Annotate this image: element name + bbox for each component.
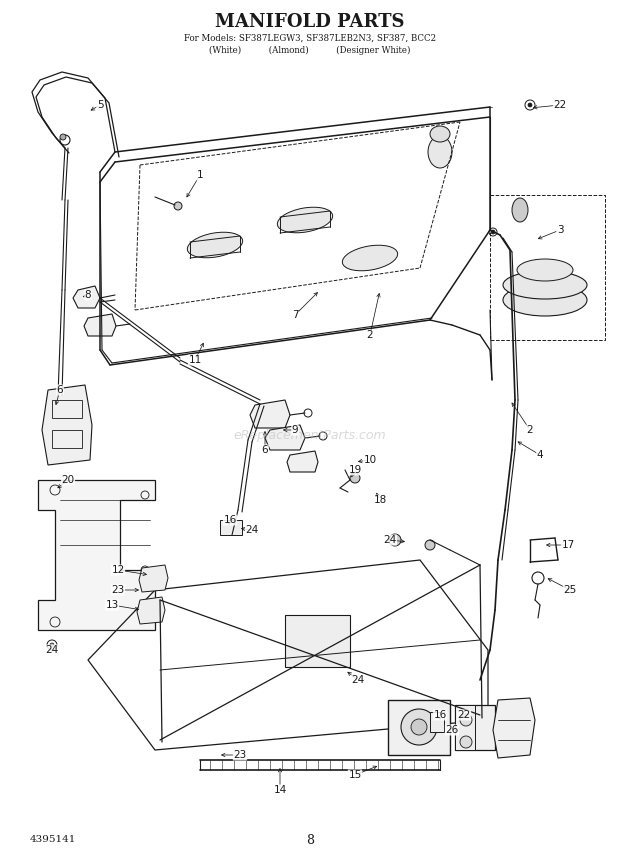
Text: 22: 22 (458, 710, 471, 720)
Ellipse shape (512, 198, 528, 222)
Polygon shape (265, 425, 305, 450)
Polygon shape (139, 565, 168, 592)
Circle shape (491, 230, 495, 234)
Polygon shape (287, 451, 318, 472)
Text: 19: 19 (348, 465, 361, 475)
Text: 5: 5 (97, 100, 104, 110)
Text: 9: 9 (291, 425, 298, 435)
Bar (490, 195, 605, 340)
Polygon shape (84, 314, 116, 336)
Text: MANIFOLD PARTS: MANIFOLD PARTS (215, 13, 405, 31)
Bar (455, 705, 475, 750)
Polygon shape (137, 597, 165, 624)
Circle shape (50, 643, 54, 647)
Ellipse shape (277, 207, 333, 233)
Text: 16: 16 (433, 710, 446, 720)
Text: 10: 10 (363, 455, 376, 465)
Polygon shape (493, 698, 535, 758)
Text: 23: 23 (112, 585, 125, 595)
Polygon shape (250, 400, 290, 428)
Text: 22: 22 (554, 100, 567, 110)
Text: 13: 13 (105, 600, 118, 610)
Text: 25: 25 (564, 585, 577, 595)
Text: 3: 3 (557, 225, 564, 235)
Text: 2: 2 (366, 330, 373, 340)
Text: 14: 14 (273, 785, 286, 795)
Text: 20: 20 (61, 475, 74, 485)
Bar (455, 705, 495, 750)
Text: 24: 24 (45, 645, 59, 655)
Text: 18: 18 (373, 495, 387, 505)
Text: 26: 26 (445, 725, 459, 735)
Ellipse shape (517, 259, 573, 281)
Text: 8: 8 (306, 834, 314, 847)
Bar (52, 430, 82, 448)
Text: 11: 11 (188, 355, 202, 365)
Bar (430, 712, 444, 732)
Text: 7: 7 (291, 310, 298, 320)
Ellipse shape (430, 126, 450, 142)
Circle shape (425, 540, 435, 550)
Text: 2: 2 (526, 425, 533, 435)
Ellipse shape (342, 245, 397, 270)
Polygon shape (38, 480, 155, 630)
Text: 15: 15 (348, 770, 361, 780)
Text: 6: 6 (56, 385, 63, 395)
Text: 23: 23 (233, 750, 247, 760)
Circle shape (389, 534, 401, 546)
Text: (White)          (Almond)          (Designer White): (White) (Almond) (Designer White) (210, 45, 410, 55)
Circle shape (460, 736, 472, 748)
Circle shape (528, 103, 532, 107)
Polygon shape (42, 385, 92, 465)
Text: 24: 24 (246, 525, 259, 535)
Bar (52, 400, 82, 418)
Text: 6: 6 (262, 445, 268, 455)
Bar (388, 700, 450, 755)
Ellipse shape (503, 284, 587, 316)
Polygon shape (73, 286, 100, 308)
Bar (220, 520, 242, 535)
Text: 17: 17 (561, 540, 575, 550)
Text: 24: 24 (352, 675, 365, 685)
Ellipse shape (428, 136, 452, 168)
Text: eReplacementParts.com: eReplacementParts.com (234, 429, 386, 442)
Text: For Models: SF387LEGW3, SF387LEB2N3, SF387, BCC2: For Models: SF387LEGW3, SF387LEB2N3, SF3… (184, 33, 436, 43)
Circle shape (460, 714, 472, 726)
Text: 24: 24 (383, 535, 397, 545)
Circle shape (350, 473, 360, 483)
Text: 12: 12 (112, 565, 125, 575)
Circle shape (174, 202, 182, 210)
Ellipse shape (503, 271, 587, 299)
Text: 4: 4 (537, 450, 543, 460)
Text: 4395141: 4395141 (30, 835, 76, 845)
Text: 8: 8 (85, 290, 91, 300)
Text: 1: 1 (197, 170, 203, 180)
Circle shape (401, 709, 437, 745)
Text: 16: 16 (223, 515, 237, 525)
Ellipse shape (187, 232, 242, 258)
Bar (285, 615, 350, 667)
Circle shape (411, 719, 427, 735)
Circle shape (60, 134, 66, 140)
